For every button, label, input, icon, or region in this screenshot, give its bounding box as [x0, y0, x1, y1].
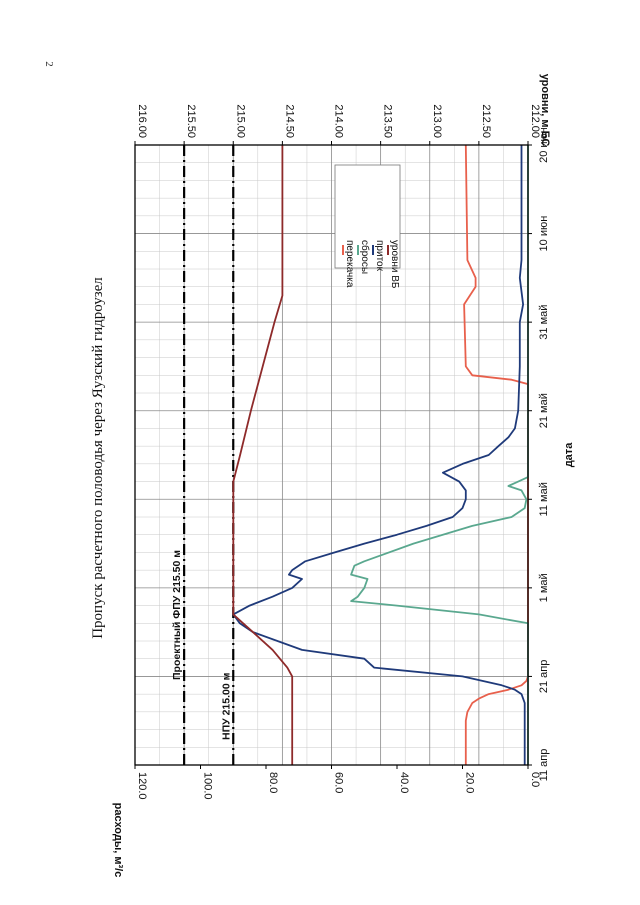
- x-axis-label: дата: [563, 442, 575, 467]
- right-axis-label: уровни, м БС: [539, 74, 551, 147]
- chart-title: Пропуск расчетного половодья через Яузск…: [90, 277, 106, 639]
- x-axis-ticks: 11 апр 21 апр 1 май 11 май 21 май 31 май 10 ию…: [528, 127, 550, 781]
- x-axis-tick-label: 11 апр: [538, 749, 550, 782]
- right-axis-tick-label: 213.50: [382, 104, 394, 138]
- x-axis-tick-label: 21 май: [538, 393, 550, 428]
- right-axis-tick-label: 215.50: [185, 104, 197, 138]
- reference-line-label: Проектный ФПУ 215.50 м: [171, 550, 183, 680]
- x-axis-tick-label: 20 июн: [538, 127, 550, 163]
- legend-label-inflow: приток: [374, 240, 385, 272]
- left-axis-tick-label: 0.0: [529, 772, 541, 787]
- legend-box: [334, 164, 401, 269]
- left-axis-tick-label: 20.0: [464, 772, 476, 793]
- page-number: 2: [43, 61, 55, 67]
- left-axis-ticks: 0.0 20.0 40.0 60.0 80.0 100.0 120.0: [134, 765, 541, 800]
- left-axis-tick-label: 120.0: [136, 772, 148, 800]
- right-axis-tick-label: 215.00: [234, 104, 246, 138]
- grid: [134, 144, 529, 766]
- left-axis-tick-label: 60.0: [333, 772, 345, 793]
- right-axis-tick-label: 213.00: [431, 104, 443, 138]
- x-axis-tick-label: 10 июн: [538, 216, 550, 252]
- series-line: [350, 145, 529, 765]
- left-axis-tick-label: 100.0: [202, 772, 214, 800]
- right-axis-tick-label: 212.50: [480, 104, 492, 138]
- x-axis-tick-label: 31 май: [538, 305, 550, 340]
- series-line: [232, 145, 294, 765]
- right-axis-tick-label: 216.00: [136, 104, 148, 138]
- legend-label-discharges: сбросы: [359, 240, 371, 274]
- x-axis-tick-label: 1 май: [538, 573, 550, 602]
- series-line: [232, 145, 526, 765]
- right-axis-tick-label: 214.00: [333, 104, 345, 138]
- legend: перекачка сбросы приток уровни ВБ: [334, 164, 401, 289]
- legend-label-upstream-levels: уровни ВБ: [389, 240, 400, 289]
- left-axis-tick-label: 40.0: [398, 772, 410, 793]
- right-axis-ticks: 212.00 212.50 213.00 213.50 214.00 214.50 215.…: [134, 104, 541, 145]
- legend-label-pumping: перекачка: [344, 240, 355, 288]
- reference-lines: Проектный ФПУ 215.50 м НПУ 215.00 м: [171, 145, 235, 765]
- right-axis-tick-label: 214.50: [283, 104, 295, 138]
- left-axis-tick-label: 80.0: [267, 772, 279, 793]
- x-axis-tick-label: 21 апр: [538, 660, 550, 693]
- x-axis-tick-label: 11 май: [538, 482, 550, 516]
- left-axis-label: расходы, м³/с: [112, 803, 124, 878]
- series-line: [463, 144, 529, 765]
- reference-line-label: НПУ 215.00 м: [220, 672, 232, 740]
- right-axis-tick-label: 212.00: [529, 104, 541, 138]
